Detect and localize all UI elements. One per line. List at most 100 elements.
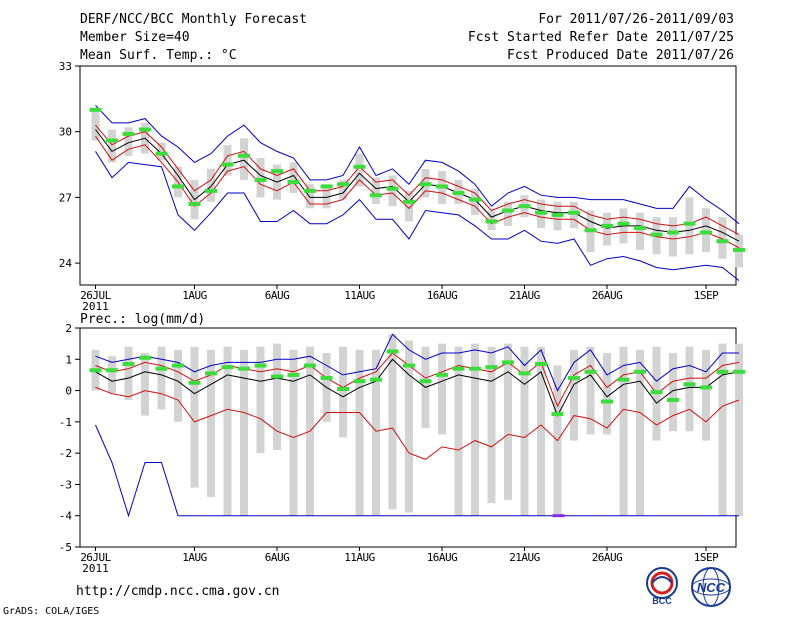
chart-title: DERF/NCC/BCC Monthly Forecast — [80, 12, 307, 27]
x-tick-label: 26AUG — [592, 551, 623, 564]
y-tick-label: 33 — [59, 60, 72, 73]
x-year-label: 2011 — [82, 300, 109, 313]
observed-marker — [733, 369, 745, 374]
observed-marker — [634, 226, 646, 231]
spread-box — [718, 343, 727, 516]
panel-temperature: 24 27 30 33 26JUL 1AUG 6AUG 11AUG 16AUG 21AUG 26AU… — [59, 60, 745, 313]
observed-marker — [139, 127, 151, 132]
spread-box — [388, 334, 397, 510]
observed-marker — [667, 397, 679, 402]
spread-box — [603, 212, 611, 246]
ncc-logo-icon: NCC — [691, 567, 731, 607]
observed-marker — [370, 193, 382, 198]
spread-box — [702, 349, 710, 441]
spread-box — [355, 153, 364, 187]
observed-marker — [502, 208, 514, 213]
observed-marker — [716, 239, 729, 244]
spread-box — [256, 346, 265, 454]
fcst-started-date: Fcst Started Refer Date 2011/07/25 — [467, 30, 734, 45]
observed-marker — [700, 230, 712, 235]
y-tick-label: 30 — [59, 126, 72, 139]
outer-upper-line — [95, 333, 739, 392]
observed-marker — [683, 221, 696, 226]
inner-lower-line — [95, 386, 740, 460]
spread-box — [240, 138, 248, 180]
observed-marker — [650, 390, 663, 395]
observed-marker — [419, 182, 432, 187]
outer-lower-line — [95, 151, 740, 281]
y-tick-label: -3 — [59, 478, 72, 491]
spread-box — [454, 346, 463, 516]
spread-box — [273, 343, 281, 451]
spread-box — [108, 356, 116, 394]
observed-marker — [386, 349, 399, 354]
observed-marker — [617, 221, 630, 226]
grads-credit: GrADS: COLA/IGES — [3, 606, 100, 617]
x-tick-label: 6AUG — [265, 551, 290, 564]
observed-marker — [155, 151, 168, 156]
observed-marker — [188, 380, 201, 385]
observed-marker — [320, 184, 333, 189]
observed-marker — [403, 363, 415, 368]
spread-box — [636, 212, 644, 250]
spread-box — [207, 349, 215, 497]
forecast-period: For 2011/07/26-2011/09/03 — [538, 12, 734, 27]
x-tick-label: 1AUG — [182, 551, 207, 564]
spread-box — [504, 201, 512, 226]
inner-upper-line — [95, 124, 740, 236]
observed-marker — [221, 162, 234, 167]
svg-text:NCC: NCC — [697, 580, 726, 595]
observed-marker — [320, 376, 333, 381]
observed-marker — [551, 412, 564, 417]
observed-marker — [172, 363, 184, 368]
member-size: Member Size=40 — [80, 30, 190, 45]
bcc-logo-icon: BCC — [646, 567, 678, 606]
spread-box — [405, 340, 413, 513]
spread-box — [702, 208, 710, 253]
spread-box — [372, 177, 380, 204]
y-tick-label: 24 — [59, 257, 73, 270]
source-url[interactable]: http://cmdp.ncc.cma.gov.cn — [76, 584, 280, 599]
observed-marker — [254, 363, 267, 368]
spread-box — [223, 346, 232, 516]
observed-marker — [238, 366, 250, 371]
observed-marker — [386, 186, 399, 191]
spread-box — [108, 129, 116, 163]
spread-box — [405, 190, 413, 222]
y-tick-label: -1 — [59, 416, 72, 429]
observed-marker — [287, 180, 300, 185]
observed-marker — [733, 247, 745, 252]
spread-box — [256, 157, 265, 198]
spread-box — [289, 162, 298, 194]
observed-marker — [122, 131, 135, 136]
observed-marker — [436, 372, 448, 377]
observed-marker — [683, 382, 696, 387]
spread-box — [190, 346, 199, 488]
fcst-produced-date: Fcst Produced Date 2011/07/26 — [507, 48, 734, 63]
observed-marker — [452, 366, 465, 371]
observed-marker — [716, 369, 729, 374]
x-tick-label: 1SEP — [694, 551, 719, 564]
x-tick-label: 16AUG — [427, 289, 458, 302]
spread-box — [570, 201, 578, 229]
observed-marker — [337, 387, 349, 392]
observed-marker — [518, 371, 531, 376]
observed-marker — [485, 365, 498, 370]
spread-box — [586, 346, 595, 435]
spread-box — [487, 346, 496, 504]
spread-box — [669, 217, 677, 257]
x-tick-label: 26JUL — [80, 551, 111, 564]
observed-marker — [452, 191, 465, 196]
observed-marker — [601, 399, 613, 404]
spread-box — [735, 343, 743, 516]
spread-box — [718, 217, 727, 259]
observed-marker — [89, 107, 102, 112]
plot-frame — [79, 65, 737, 286]
observed-marker — [502, 360, 514, 365]
spread-box — [240, 349, 248, 516]
spread-box — [669, 353, 677, 432]
observed-marker — [188, 201, 201, 206]
observed-marker — [617, 377, 630, 382]
observed-marker — [551, 212, 564, 217]
